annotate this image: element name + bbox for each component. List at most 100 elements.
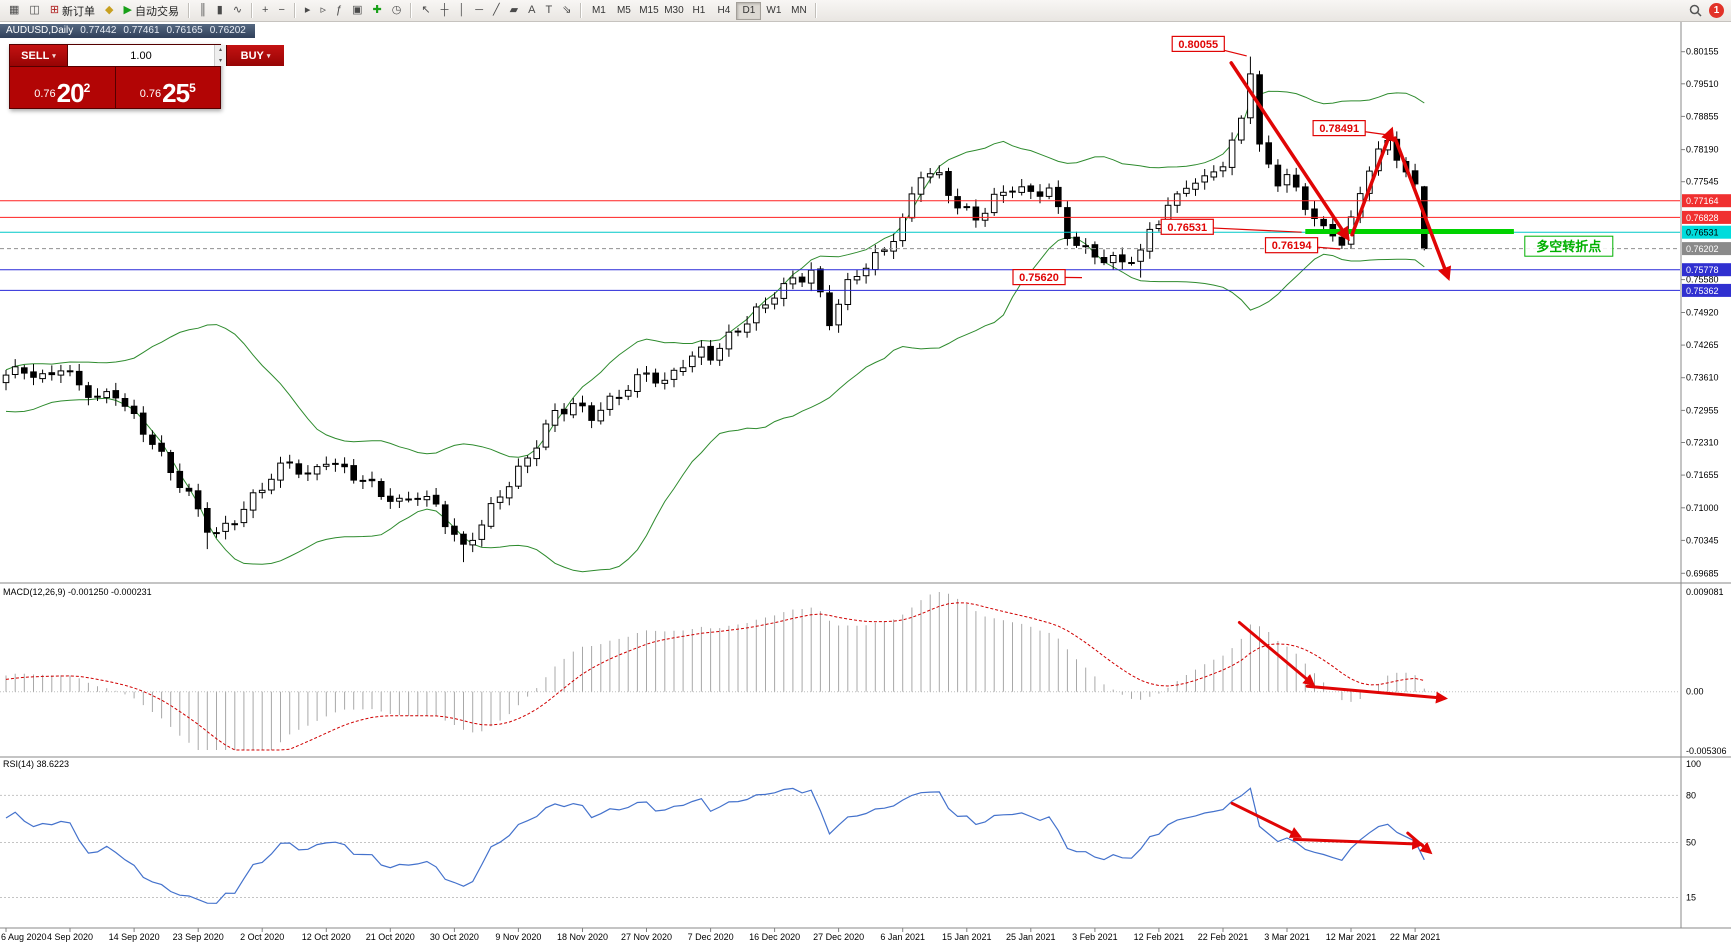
- svg-text:23 Sep 2020: 23 Sep 2020: [173, 932, 224, 942]
- zoom-in-button[interactable]: +: [258, 1, 272, 20]
- toolbar-separator: [580, 3, 583, 18]
- text-label-icon: T: [545, 4, 553, 16]
- svg-text:50: 50: [1686, 838, 1696, 848]
- svg-text:2 Oct 2020: 2 Oct 2020: [240, 932, 284, 942]
- price-chart[interactable]: 0.80055 0.78491 0.76531 0.76194 0.75620 多空转折点…: [0, 22, 1731, 943]
- sell-button[interactable]: SELL ▾: [10, 45, 67, 66]
- timeframe-toolbar: M1 M5 M15 M30 H1 H4 D1 W1 MN: [586, 1, 811, 20]
- chart-symbol: AUDUSD,Daily: [6, 25, 74, 36]
- svg-text:27 Nov 2020: 27 Nov 2020: [621, 932, 672, 942]
- svg-text:30 Oct 2020: 30 Oct 2020: [430, 932, 479, 942]
- timeframe-h4-button[interactable]: H4: [711, 2, 736, 20]
- bar-chart-button[interactable]: ║: [195, 1, 211, 20]
- svg-text:0.77545: 0.77545: [1686, 177, 1719, 187]
- svg-text:4 Sep 2020: 4 Sep 2020: [47, 932, 93, 942]
- trendline-icon: ╱: [493, 4, 500, 16]
- chart-shift-button[interactable]: ▹: [316, 1, 330, 20]
- text-label-button[interactable]: T: [541, 1, 556, 20]
- svg-text:27 Dec 2020: 27 Dec 2020: [813, 932, 864, 942]
- svg-text:12 Feb 2021: 12 Feb 2021: [1134, 932, 1185, 942]
- svg-text:0.009081: 0.009081: [1686, 587, 1724, 597]
- add-indicator-button[interactable]: ✚: [369, 1, 386, 20]
- tile-windows-button[interactable]: ▣: [348, 1, 366, 20]
- timeframe-m1-button[interactable]: M1: [586, 2, 611, 20]
- svg-text:0.71000: 0.71000: [1686, 503, 1719, 513]
- toolbar-separator: [410, 3, 413, 18]
- date-axis[interactable]: 6 Aug 2020 4 Sep 2020 14 Sep 2020 23 Sep 20…: [1, 928, 1440, 942]
- macd-arrow: [1305, 684, 1448, 704]
- clock-button[interactable]: ◷: [388, 1, 406, 20]
- autotrading-icon: ▶: [123, 4, 132, 16]
- indicators-button[interactable]: ƒ: [332, 1, 346, 20]
- autotrading-button[interactable]: ▶ 自动交易: [120, 1, 183, 20]
- auto-scroll-button[interactable]: ▸: [301, 1, 315, 20]
- metaeditor-icon: ◆: [105, 4, 114, 16]
- bollinger-bands: [5, 90, 1425, 573]
- metaeditor-button[interactable]: ◆: [101, 1, 117, 20]
- new-chart-icon: ▦: [9, 4, 20, 16]
- bid-price[interactable]: 0.76 20 2: [10, 67, 116, 108]
- candlestick-chart-button[interactable]: ▮: [213, 1, 227, 20]
- svg-text:0.75778: 0.75778: [1686, 265, 1719, 275]
- profiles-button[interactable]: ◫: [25, 1, 43, 20]
- volume-input[interactable]: [68, 45, 214, 66]
- zoom-out-button[interactable]: −: [274, 1, 288, 20]
- text-button[interactable]: A: [524, 1, 539, 20]
- volume-input-wrap: ▴ ▾: [67, 45, 227, 66]
- rsi-arrow: [1230, 801, 1303, 838]
- one-click-trading-panel: SELL ▾ ▴ ▾ BUY ▾ 0.76 20 2 0.76: [9, 44, 284, 109]
- ask-price[interactable]: 0.76 25 5: [115, 67, 220, 108]
- rsi-panel[interactable]: RSI(14) 38.6223: [0, 759, 1680, 904]
- timeframe-m15-button[interactable]: M15: [636, 2, 661, 20]
- search-icon[interactable]: [1689, 4, 1702, 17]
- trend-arrow: [1229, 61, 1350, 242]
- svg-text:0.75362: 0.75362: [1686, 286, 1719, 296]
- macd-arrow: [1237, 621, 1316, 687]
- note-box: [1524, 235, 1614, 257]
- panel-separators[interactable]: [0, 22, 1731, 929]
- main-toolbar: ▦ ◫ ⊞ 新订单 ◆ ▶ 自动交易 ║ ▮ ∿ + − ▸ ▹ ƒ ▣ ✚ ◷ ↖ ┼ │ ─ ╱ ▰ A T ⇘ M1 M5 M15…: [0, 0, 1731, 22]
- vertical-line-button[interactable]: │: [454, 1, 469, 20]
- svg-text:0.80155: 0.80155: [1686, 47, 1719, 57]
- arrow-tools-button[interactable]: ⇘: [558, 1, 575, 20]
- svg-text:0.73610: 0.73610: [1686, 373, 1719, 383]
- chart-close: 0.76202: [209, 25, 246, 36]
- svg-text:0.76202: 0.76202: [1686, 244, 1719, 254]
- macd-panel[interactable]: MACD(12,26,9) -0.001250 -0.000231: [0, 587, 1680, 751]
- toolbar-separator: [293, 3, 296, 18]
- trendline-button[interactable]: ╱: [489, 1, 504, 20]
- price-lines[interactable]: [0, 200, 1680, 291]
- svg-text:6 Jan 2021: 6 Jan 2021: [880, 932, 925, 942]
- volume-up-icon[interactable]: ▴: [215, 45, 226, 56]
- new-order-button[interactable]: ⊞ 新订单: [46, 1, 99, 20]
- timeframe-d1-button[interactable]: D1: [736, 1, 762, 20]
- note-text: 多空转折点: [1536, 239, 1601, 254]
- toolbar-separator: [187, 3, 190, 18]
- horizontal-line-button[interactable]: ─: [471, 1, 487, 20]
- notification-badge[interactable]: 1: [1709, 3, 1724, 18]
- line-chart-button[interactable]: ∿: [229, 1, 246, 20]
- svg-text:0.74920: 0.74920: [1686, 308, 1719, 318]
- svg-text:0.74265: 0.74265: [1686, 340, 1719, 350]
- new-order-icon: ⊞: [49, 4, 60, 16]
- new-chart-button[interactable]: ▦: [5, 1, 23, 20]
- chart-annotations[interactable]: 0.80055 0.78491 0.76531 0.76194 0.75620 多空转折点: [1012, 35, 1614, 286]
- sell-dropdown-icon: ▾: [52, 52, 56, 60]
- toolbar-group-line-studies: ↖ ┼ │ ─ ╱ ▰ A T ⇘: [416, 1, 576, 20]
- svg-text:14 Sep 2020: 14 Sep 2020: [109, 932, 160, 942]
- cursor-button[interactable]: ↖: [417, 1, 434, 20]
- svg-text:12 Oct 2020: 12 Oct 2020: [302, 932, 351, 942]
- timeframe-w1-button[interactable]: W1: [761, 2, 786, 20]
- equidistant-channel-button[interactable]: ▰: [506, 1, 522, 20]
- timeframe-mn-button[interactable]: MN: [786, 2, 811, 20]
- tile-windows-icon: ▣: [352, 4, 363, 16]
- svg-text:3 Feb 2021: 3 Feb 2021: [1072, 932, 1118, 942]
- volume-down-icon[interactable]: ▾: [215, 55, 226, 66]
- timeframe-h1-button[interactable]: H1: [686, 2, 711, 20]
- crosshair-button[interactable]: ┼: [437, 1, 453, 20]
- timeframe-m30-button[interactable]: M30: [661, 2, 686, 20]
- price-scale[interactable]: 0.80155 0.79510 0.78855 0.78190 0.77545 0.755…: [1681, 47, 1731, 903]
- timeframe-m5-button[interactable]: M5: [611, 2, 636, 20]
- equidistant-channel-icon: ▰: [509, 4, 519, 16]
- buy-button[interactable]: BUY ▾: [227, 45, 284, 66]
